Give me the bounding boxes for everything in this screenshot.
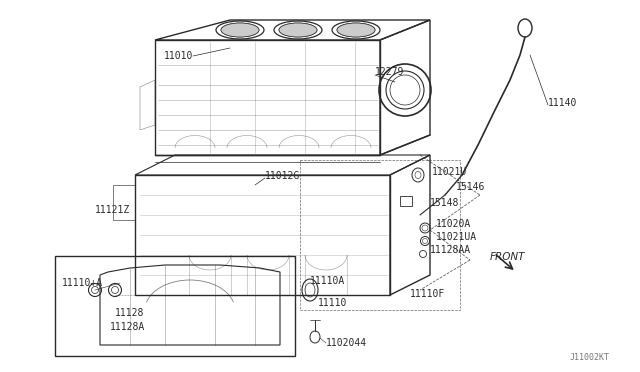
- Text: 11128AA: 11128AA: [430, 245, 471, 255]
- Text: 15148: 15148: [430, 198, 460, 208]
- Text: 11128: 11128: [115, 308, 145, 318]
- Ellipse shape: [221, 23, 259, 37]
- Text: 11012G: 11012G: [265, 171, 300, 181]
- Text: 11021U: 11021U: [432, 167, 467, 177]
- Text: 1102044: 1102044: [326, 338, 367, 348]
- Text: 11010: 11010: [164, 51, 193, 61]
- Text: 11140: 11140: [548, 98, 577, 108]
- Text: 11110: 11110: [318, 298, 348, 308]
- Text: 11110F: 11110F: [410, 289, 445, 299]
- Ellipse shape: [337, 23, 375, 37]
- Text: 11021UA: 11021UA: [436, 232, 477, 242]
- Text: 11128A: 11128A: [110, 322, 145, 332]
- Text: 11110A: 11110A: [310, 276, 345, 286]
- Text: 11121Z: 11121Z: [95, 205, 130, 215]
- Text: 11020A: 11020A: [436, 219, 471, 229]
- Text: FRONT: FRONT: [490, 252, 525, 262]
- Ellipse shape: [279, 23, 317, 37]
- Text: J11002KT: J11002KT: [570, 353, 610, 362]
- Text: 15146: 15146: [456, 182, 485, 192]
- Text: 11110+A: 11110+A: [62, 278, 103, 288]
- Text: 12279: 12279: [375, 67, 404, 77]
